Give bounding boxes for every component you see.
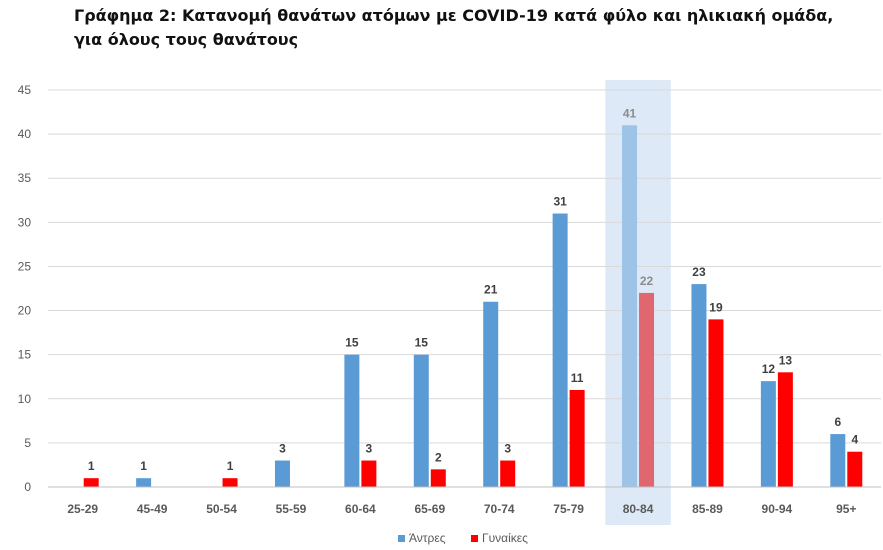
data-label: 1 xyxy=(227,459,234,473)
data-label: 3 xyxy=(504,442,511,456)
highlight-band xyxy=(605,80,671,525)
legend-label: Άντρες xyxy=(409,531,446,545)
legend-swatch xyxy=(398,535,405,542)
y-tick-label: 20 xyxy=(18,304,32,318)
gridlines xyxy=(48,89,881,444)
data-label: 41 xyxy=(623,106,637,120)
x-tick-label: 85-89 xyxy=(692,502,723,516)
data-label: 1 xyxy=(140,459,147,473)
bar-women-90-94 xyxy=(777,372,793,487)
bar-women-80-84 xyxy=(639,292,655,487)
data-label: 2 xyxy=(435,450,442,464)
bar-women-75-79 xyxy=(569,389,585,487)
highlight-band-layer xyxy=(605,80,671,525)
y-tick-label: 0 xyxy=(24,480,31,494)
data-label: 31 xyxy=(553,195,567,209)
bar-women-85-89 xyxy=(708,319,724,487)
axes: 0 5 10 15 20 25 30 35 40 45 25-29 45-49 50-54 55-59 60… xyxy=(18,83,881,516)
data-label: 1 xyxy=(88,459,95,473)
data-label: 4 xyxy=(851,433,858,447)
legend-swatch xyxy=(471,535,478,542)
x-tick-label: 45-49 xyxy=(137,502,168,516)
bar-men-75-79 xyxy=(552,213,568,487)
data-label: 21 xyxy=(484,283,498,297)
legend: Άντρες Γυναίκες xyxy=(398,531,528,545)
y-tick-label: 10 xyxy=(18,392,32,406)
x-tick-label: 25-29 xyxy=(67,502,98,516)
data-label: 22 xyxy=(640,274,654,288)
y-tick-label: 25 xyxy=(18,259,32,273)
bar-men-90-94 xyxy=(760,381,776,487)
y-tick-label: 15 xyxy=(18,348,32,362)
bar-women-65-69 xyxy=(430,469,446,487)
x-tick-label: 80-84 xyxy=(623,502,654,516)
data-label: 13 xyxy=(779,353,793,367)
data-label: 15 xyxy=(345,336,359,350)
bar-women-60-64 xyxy=(361,460,377,487)
x-tick-label: 65-69 xyxy=(414,502,445,516)
bar-men-85-89 xyxy=(691,284,707,487)
data-label: 19 xyxy=(709,300,723,314)
bar-women-70-74 xyxy=(500,460,516,487)
data-label: 11 xyxy=(571,371,584,385)
data-label: 15 xyxy=(415,336,429,350)
bars xyxy=(83,125,863,488)
data-label: 23 xyxy=(692,265,706,279)
x-tick-label: 50-54 xyxy=(206,502,237,516)
bar-women-50-54 xyxy=(222,478,238,487)
bar-men-70-74 xyxy=(483,301,499,487)
data-label: 3 xyxy=(366,442,373,456)
x-tick-label: 60-64 xyxy=(345,502,376,516)
y-tick-label: 30 xyxy=(18,215,32,229)
y-tick-label: 40 xyxy=(18,127,32,141)
x-tick-label: 95+ xyxy=(836,502,856,516)
bar-women-95plus xyxy=(847,451,863,487)
bar-women-25-29 xyxy=(83,478,99,487)
bar-men-80-84 xyxy=(622,125,638,488)
data-label: 3 xyxy=(279,442,286,456)
bar-men-45-49 xyxy=(136,478,152,487)
x-tick-label: 55-59 xyxy=(276,502,307,516)
y-tick-label: 5 xyxy=(24,436,31,450)
x-tick-label: 90-94 xyxy=(762,502,793,516)
legend-label: Γυναίκες xyxy=(482,531,528,545)
y-tick-label: 45 xyxy=(18,83,32,97)
y-tick-label: 35 xyxy=(18,171,32,185)
data-label: 12 xyxy=(762,362,776,376)
bar-men-95plus xyxy=(830,434,846,487)
x-tick-label: 75-79 xyxy=(553,502,584,516)
bar-men-55-59 xyxy=(274,460,290,487)
bar-men-60-64 xyxy=(344,354,360,487)
x-tick-label: 70-74 xyxy=(484,502,515,516)
bar-men-65-69 xyxy=(413,354,429,487)
data-label: 6 xyxy=(834,415,841,429)
chart-title: Γράφημα 2: Κατανομή θανάτων ατόμων με CO… xyxy=(74,6,834,49)
